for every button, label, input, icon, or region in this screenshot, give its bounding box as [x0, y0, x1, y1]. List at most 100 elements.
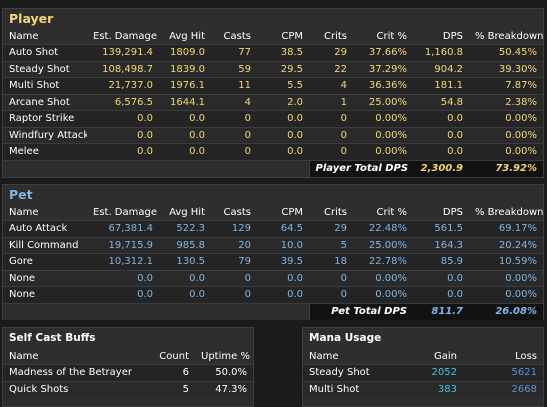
player-cell: 37.66%: [368, 47, 407, 59]
mana-panel-title: Mana Usage: [309, 332, 382, 344]
buffs-panel-title: Self Cast Buffs: [9, 332, 96, 344]
pet-cell: 0: [340, 289, 347, 301]
player-cell: 0: [340, 129, 347, 141]
pet-panel-title: Pet: [9, 187, 33, 202]
mana-row: Steady Shot 2052 5621: [303, 364, 543, 381]
player-total-spacer: [3, 160, 309, 177]
pet-header-cell: Est. Damage: [93, 206, 158, 218]
player-cell: 0: [340, 113, 347, 125]
mana-row: Multi Shot 383 2668: [303, 381, 543, 398]
pet-cell: Auto Attack: [9, 223, 68, 235]
player-cell: 1809.0: [170, 47, 205, 59]
player-header-cell: Crit %: [376, 30, 407, 42]
mana-panel: Mana Usage Name Gain Loss Steady Shot 2052 5…: [302, 327, 544, 407]
player-header-cell: % Breakdown: [475, 30, 543, 42]
player-cell: 4: [340, 80, 347, 92]
pet-cell: 0: [244, 289, 251, 301]
player-cell: 1,160.8: [424, 47, 463, 59]
player-cell: 6,576.5: [114, 96, 153, 108]
pet-cell: 0.0: [189, 289, 205, 301]
pet-cell: 0: [244, 272, 251, 284]
buffs-cell: Quick Shots: [9, 384, 69, 395]
pet-cell: 67,381.4: [108, 223, 153, 235]
player-cell: 25.00%: [368, 96, 407, 108]
player-cell: 0.0: [447, 146, 463, 158]
player-cell: 0: [244, 113, 251, 125]
pet-cell: 10,312.1: [108, 256, 153, 268]
player-cell: 37.29%: [368, 63, 407, 75]
pet-cell: 164.3: [434, 239, 463, 251]
pet-cell: None: [9, 272, 36, 284]
player-cell: Windfury Attack: [9, 129, 87, 141]
mana-cell: 2668: [511, 384, 537, 395]
pet-header-cell: DPS: [442, 206, 463, 218]
buffs-cell: 5: [182, 384, 189, 395]
player-header-cell: Crits: [323, 30, 347, 42]
player-cell: Steady Shot: [9, 63, 70, 75]
pet-cell: 0: [340, 272, 347, 284]
pet-cell: 522.3: [176, 223, 205, 235]
pet-cell: 0.0: [287, 289, 303, 301]
player-cell: 0.0: [287, 113, 303, 125]
player-cell: 1839.0: [170, 63, 205, 75]
player-cell: 1976.1: [170, 80, 205, 92]
player-cell: 22: [334, 63, 347, 75]
pet-cell: 85.9: [440, 256, 463, 268]
pet-header-cell: Name: [9, 206, 39, 218]
pet-total-pct: 26.08%: [469, 303, 543, 320]
pet-cell: 79: [238, 256, 251, 268]
pet-cell: 22.78%: [368, 256, 407, 268]
mana-header-cell: Gain: [434, 350, 457, 362]
player-header-cell: Avg Hit: [169, 30, 205, 42]
mana-table-header: Name Gain Loss: [303, 348, 543, 365]
player-row: Melee 0.0 0.0 0 0.0 0 0.00% 0.0 0.00%: [3, 143, 543, 160]
pet-cell: 0.00%: [375, 272, 407, 284]
pet-cell: 39.5: [280, 256, 303, 268]
pet-cell: Gore: [9, 256, 33, 268]
player-table-header: Name Est. Damage Avg Hit Casts CPM Crits Crit …: [3, 28, 543, 45]
buffs-cell: Madness of the Betrayer: [9, 367, 132, 379]
player-total-row: Player Total DPS 2,300.9 73.92%: [3, 160, 543, 177]
pet-cell: 0.0: [447, 272, 463, 284]
player-total-dps: 2,300.9: [413, 160, 469, 177]
mana-cell: Steady Shot: [309, 367, 370, 379]
player-total-label: Player Total DPS: [308, 160, 413, 177]
pet-cell: 10.59%: [498, 256, 537, 268]
pet-cell: 129: [231, 223, 251, 235]
player-cell: 181.1: [434, 80, 463, 92]
player-table: Name Est. Damage Avg Hit Casts CPM Crits Crit …: [3, 28, 543, 177]
pet-cell: 561.5: [434, 223, 463, 235]
player-cell: 4: [244, 96, 251, 108]
player-cell: 59: [238, 63, 251, 75]
pet-total-dps: 811.7: [413, 303, 469, 320]
player-cell: Melee: [9, 146, 39, 158]
player-cell: 1644.1: [170, 96, 205, 108]
player-cell: 2.38%: [505, 96, 537, 108]
pet-cell: None: [9, 289, 36, 301]
player-panel-title: Player: [9, 11, 54, 26]
pet-cell: 19,715.9: [108, 239, 153, 251]
pet-panel: Pet Name Est. Damage Avg Hit Casts CPM Crits C…: [2, 184, 544, 320]
pet-cell: 18: [334, 256, 347, 268]
player-cell: 0: [244, 146, 251, 158]
player-cell: 0.0: [447, 113, 463, 125]
pet-header-cell: Crit %: [376, 206, 407, 218]
pet-cell: 0.0: [189, 272, 205, 284]
player-cell: Multi Shot: [9, 80, 60, 92]
player-cell: 108,498.7: [102, 63, 153, 75]
pet-header-cell: Casts: [223, 206, 251, 218]
pet-row: Kill Command 19,715.9 985.8 20 10.0 5 25.00% 16…: [3, 237, 543, 254]
pet-cell: 64.5: [280, 223, 303, 235]
pet-cell: 10.0: [280, 239, 303, 251]
pet-cell: 5: [340, 239, 347, 251]
player-cell: 0.00%: [505, 129, 537, 141]
pet-cell: 0.00%: [505, 289, 537, 301]
pet-header-cell: Crits: [323, 206, 347, 218]
player-cell: 0.0: [137, 113, 153, 125]
buffs-cell: 50.0%: [215, 367, 247, 379]
pet-cell: 0.0: [137, 289, 153, 301]
pet-total-label: Pet Total DPS: [308, 303, 413, 320]
buffs-table: Name Count Uptime % Madness of the Betraye…: [3, 348, 253, 398]
player-cell: 0.0: [189, 146, 205, 158]
buffs-table-header: Name Count Uptime %: [3, 348, 253, 365]
